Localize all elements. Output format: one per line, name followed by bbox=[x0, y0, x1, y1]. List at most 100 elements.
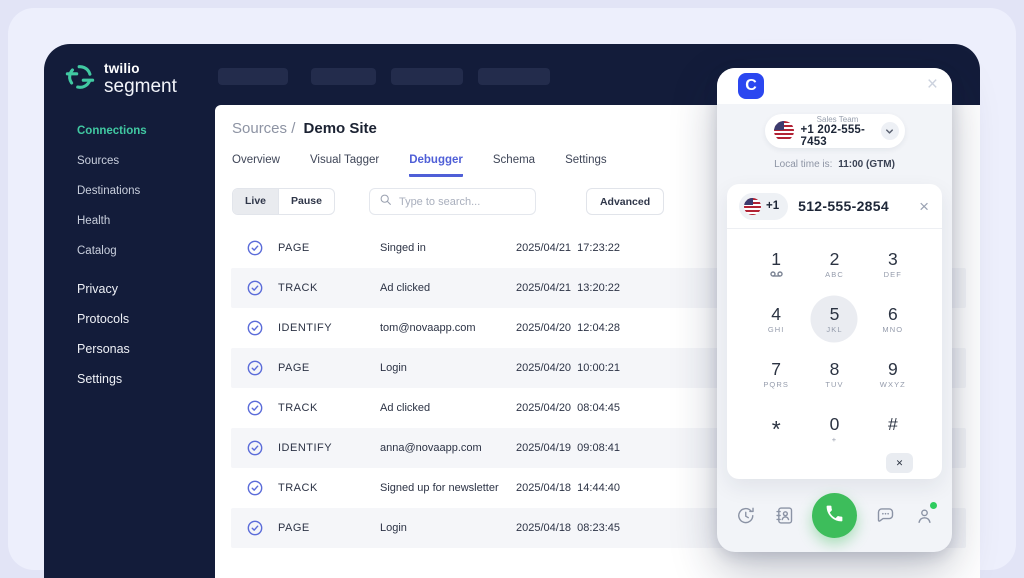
breadcrumb-section[interactable]: Sources / bbox=[232, 120, 296, 137]
nav-placeholder bbox=[311, 68, 376, 85]
keypad-key-5[interactable]: 5 JKL bbox=[805, 296, 863, 342]
tab-settings[interactable]: Settings bbox=[565, 154, 607, 166]
sidebar-item-sources[interactable]: Sources bbox=[77, 155, 120, 167]
nav-placeholder bbox=[391, 68, 463, 85]
online-status-dot bbox=[930, 502, 937, 509]
keypad-key-8[interactable]: 8 TUV bbox=[805, 351, 863, 397]
event-type: IDENTIFY bbox=[278, 322, 333, 334]
keypad-key-2[interactable]: 2 ABC bbox=[805, 241, 863, 287]
key-letters: GHI bbox=[767, 324, 785, 334]
sidebar-item-settings[interactable]: Settings bbox=[77, 372, 123, 386]
advanced-button[interactable]: Advanced bbox=[585, 188, 665, 215]
key-digit: 6 bbox=[887, 303, 898, 324]
sidebar-group-primary: Connections Sources Destinations Health Cata… bbox=[77, 123, 215, 260]
call-history-icon[interactable] bbox=[734, 504, 756, 526]
table-row[interactable]: TRACK Ad clicked 2025/04/20 08:04:45 bbox=[231, 388, 966, 428]
tab-debugger[interactable]: Debugger bbox=[409, 154, 463, 177]
breadcrumb-current: Demo Site bbox=[303, 120, 377, 137]
logo-wordmark: twilio segment bbox=[104, 62, 177, 96]
nav-placeholder bbox=[218, 68, 288, 85]
table-row[interactable]: PAGE Singed in 2025/04/21 17:23:22 bbox=[231, 228, 966, 268]
country-code-pill[interactable]: +1 bbox=[739, 192, 789, 220]
keypad-key-4[interactable]: 4 GHI bbox=[747, 296, 805, 342]
event-timestamp: 2025/04/18 14:44:40 bbox=[516, 482, 620, 494]
event-type: PAGE bbox=[278, 522, 310, 534]
search-icon bbox=[379, 193, 392, 211]
table-row[interactable]: IDENTIFY tom@novaapp.com 2025/04/20 12:04:… bbox=[231, 308, 966, 348]
pause-toggle-button[interactable]: Pause bbox=[278, 189, 334, 214]
us-flag-icon bbox=[773, 121, 794, 141]
segment-logo-icon bbox=[65, 62, 95, 97]
check-circle-icon bbox=[247, 480, 263, 496]
table-row[interactable]: TRACK Signed up for newsletter 2025/04/18 … bbox=[231, 468, 966, 508]
event-timestamp: 2025/04/19 09:08:41 bbox=[516, 442, 620, 454]
event-type: TRACK bbox=[278, 282, 318, 294]
brand-twilio: twilio bbox=[104, 61, 140, 77]
check-circle-icon bbox=[247, 280, 263, 296]
nav-placeholder bbox=[478, 68, 550, 85]
key-letters: PQRS bbox=[763, 379, 789, 389]
sidebar-item-personas[interactable]: Personas bbox=[77, 342, 130, 356]
tab-visual-tagger[interactable]: Visual Tagger bbox=[309, 154, 380, 166]
keypad-key-hash[interactable]: # bbox=[864, 406, 922, 452]
event-name: Ad clicked bbox=[380, 402, 431, 414]
key-letters: JKL bbox=[826, 324, 843, 334]
key-digit: 7 bbox=[771, 358, 782, 379]
debugger-toolbar: Live Pause Advanced bbox=[232, 188, 980, 215]
event-name: Ad clicked bbox=[380, 282, 431, 294]
line-team-label: Sales Team bbox=[816, 114, 859, 124]
breadcrumb: Sources / Demo Site bbox=[232, 120, 980, 137]
key-digit: # bbox=[887, 413, 898, 434]
local-time-value: 11:00 (GTM) bbox=[838, 159, 895, 170]
keypad-key-star[interactable]: * bbox=[747, 406, 805, 452]
check-circle-icon bbox=[247, 320, 263, 336]
agent-status-icon[interactable] bbox=[913, 502, 937, 526]
backspace-row: ✕ bbox=[727, 452, 942, 473]
keypad: 1 2 ABC 3 DEF 4 GHI 5 JKL 6 MNO 7 PQRS 8 TUV 9 WXYZ * 0 + # bbox=[727, 229, 942, 452]
widget-close-icon[interactable]: × bbox=[926, 74, 938, 95]
key-letters: WXYZ bbox=[879, 379, 906, 389]
chevron-down-icon[interactable] bbox=[880, 122, 899, 140]
tab-schema[interactable]: Schema bbox=[492, 154, 536, 166]
event-timestamp: 2025/04/20 12:04:28 bbox=[516, 322, 620, 334]
check-circle-icon bbox=[247, 360, 263, 376]
keypad-key-9[interactable]: 9 WXYZ bbox=[864, 351, 922, 397]
sidebar-item-protocols[interactable]: Protocols bbox=[77, 312, 130, 326]
call-button[interactable] bbox=[812, 492, 857, 538]
sidebar-item-connections[interactable]: Connections bbox=[77, 125, 147, 137]
chat-icon[interactable] bbox=[874, 504, 896, 526]
check-circle-icon bbox=[247, 240, 263, 256]
keypad-key-1[interactable]: 1 bbox=[747, 241, 805, 287]
sidebar-item-catalog[interactable]: Catalog bbox=[77, 245, 117, 257]
key-letters bbox=[891, 435, 894, 443]
keypad-key-0[interactable]: 0 + bbox=[805, 406, 863, 452]
keypad-key-7[interactable]: 7 PQRS bbox=[747, 351, 805, 397]
sidebar-item-destinations[interactable]: Destinations bbox=[77, 185, 141, 197]
us-flag-icon bbox=[744, 197, 761, 215]
live-toggle-button[interactable]: Live bbox=[233, 189, 279, 214]
search-input[interactable] bbox=[398, 195, 526, 208]
sidebar-group-secondary: Privacy Protocols Personas Settings bbox=[77, 281, 215, 388]
keypad-key-3[interactable]: 3 DEF bbox=[864, 241, 922, 287]
top-nav-band bbox=[215, 44, 980, 105]
dial-number-row: +1 512-555-2854 × bbox=[727, 184, 942, 229]
outbound-line-selector[interactable]: Sales Team +1 202-555-7453 bbox=[764, 114, 905, 148]
live-pause-toggle: Live Pause bbox=[232, 188, 335, 215]
event-name: Login bbox=[380, 522, 407, 534]
keypad-key-6[interactable]: 6 MNO bbox=[864, 296, 922, 342]
phone-icon bbox=[824, 503, 845, 527]
tab-overview[interactable]: Overview bbox=[232, 154, 280, 166]
event-timestamp: 2025/04/18 08:23:45 bbox=[516, 522, 620, 534]
key-digit: 2 bbox=[829, 248, 840, 269]
dialed-number[interactable]: 512-555-2854 bbox=[798, 198, 889, 214]
backspace-button[interactable]: ✕ bbox=[886, 453, 913, 473]
tab-bar: Overview Visual Tagger Debugger Schema Setti… bbox=[232, 154, 980, 177]
event-name: Login bbox=[380, 362, 407, 374]
key-letters: + bbox=[831, 434, 838, 444]
sidebar-item-health[interactable]: Health bbox=[77, 215, 111, 227]
sidebar-item-privacy[interactable]: Privacy bbox=[77, 282, 118, 296]
clear-number-icon[interactable]: × bbox=[919, 196, 929, 216]
contacts-icon[interactable] bbox=[773, 504, 795, 526]
twilio-segment-logo: twilio segment bbox=[65, 62, 215, 97]
widget-footer bbox=[717, 488, 952, 542]
